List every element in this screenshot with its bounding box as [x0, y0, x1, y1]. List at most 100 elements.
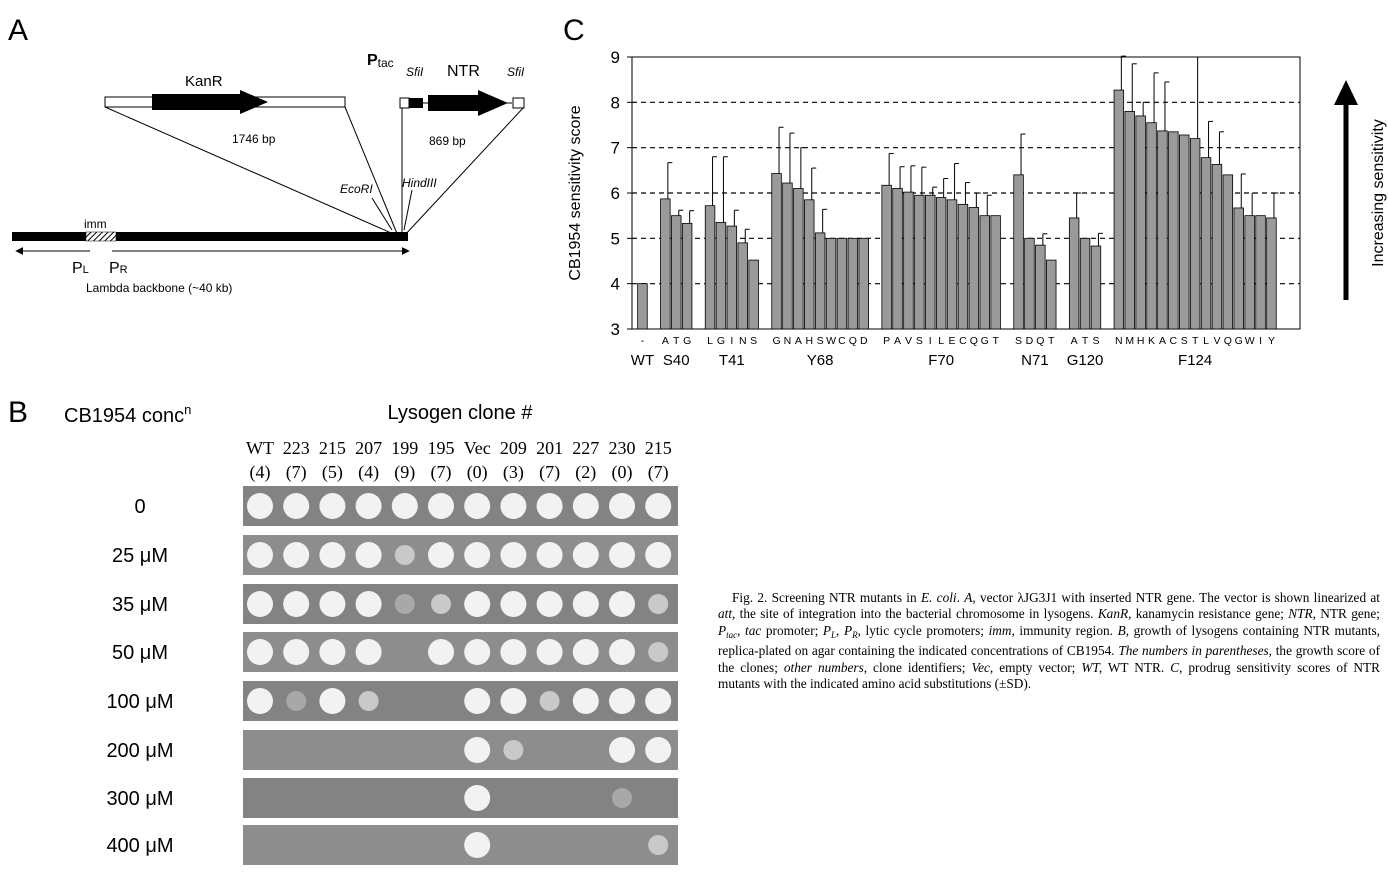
growth-spot: [645, 542, 672, 568]
conc-label: CB1954 concn: [64, 402, 191, 427]
category-label: Q: [970, 335, 978, 347]
category-label: E: [949, 335, 956, 347]
conc-row-label: 100 μM: [106, 691, 173, 713]
category-label: S: [1015, 335, 1022, 347]
caption-run: vector λJG3J1 with inserted NTR gene. Th…: [975, 590, 1380, 605]
bar: [990, 215, 1001, 330]
growth-spot: [283, 591, 310, 617]
growth-spot: [503, 740, 524, 760]
bar: [1189, 138, 1201, 330]
growth-spot: [428, 639, 454, 665]
caption-run: tac: [745, 622, 762, 638]
category-label: N: [1115, 335, 1123, 347]
insert-line: [104, 106, 399, 237]
bar: [782, 182, 793, 330]
bar: [1168, 131, 1179, 330]
bar: [903, 191, 914, 330]
growth-spot: [319, 688, 346, 714]
bar: [1157, 130, 1168, 330]
category-label: L: [1203, 335, 1209, 347]
bar: [1200, 157, 1212, 330]
growth-spot: [645, 493, 672, 519]
caption-run: NTR gene;: [1315, 606, 1380, 622]
growth-spot: [428, 493, 454, 519]
growth-score: (4): [250, 462, 271, 483]
caption-run: Vec,: [971, 659, 994, 675]
bar: [1179, 134, 1190, 330]
category-label: T: [1192, 335, 1199, 347]
bar: [968, 207, 980, 330]
growth-score: (0): [467, 462, 488, 483]
growth-spot: [536, 493, 563, 519]
y-axis-label: CB1954 sensitivity score: [567, 105, 584, 280]
bar: [1255, 215, 1266, 330]
bar: [1035, 244, 1046, 330]
backbone-label: Lambda backbone (~40 kb): [86, 281, 232, 295]
category-label: Q: [1224, 335, 1232, 347]
panel-letter: B: [8, 396, 28, 429]
bar: [671, 215, 682, 330]
ecori-label: EcoRI: [340, 182, 373, 196]
plate-strip: [243, 825, 678, 865]
category-label: Q: [1036, 335, 1044, 347]
category-label: L: [938, 335, 944, 347]
growth-spot: [609, 688, 635, 714]
category-label: V: [1213, 335, 1220, 347]
growth-spot: [247, 493, 273, 519]
category-label: V: [905, 335, 912, 347]
growth-spot: [464, 785, 491, 811]
growth-spot: [609, 737, 635, 763]
plate-strip: [243, 778, 678, 818]
growth-spot: [500, 639, 527, 665]
growth-spot: [355, 542, 382, 568]
category-label: W: [1245, 335, 1255, 347]
growth-score: (7): [539, 462, 560, 483]
category-label: D: [1026, 335, 1034, 347]
caption-run: tac: [726, 629, 738, 640]
plate-strip: [243, 632, 678, 672]
growth-spot: [464, 542, 491, 568]
bar: [858, 237, 869, 330]
caption-run: P: [843, 622, 853, 638]
category-label: K: [1148, 335, 1155, 347]
caption-run: P: [718, 622, 727, 638]
clone-label: 227: [572, 438, 599, 458]
bar: [1135, 115, 1146, 330]
kanr-label: KanR: [185, 73, 223, 90]
bar: [704, 205, 716, 330]
growth-spot: [572, 493, 599, 519]
growth-spot: [648, 642, 669, 662]
growth-spot: [500, 591, 527, 617]
caption-run: WT NTR.: [1102, 659, 1171, 675]
ptac-box: [409, 98, 423, 108]
bar: [660, 198, 671, 330]
growth-spot: [247, 688, 273, 714]
clone-label: 209: [500, 438, 527, 458]
growth-spot: [609, 639, 635, 665]
category-label: A: [662, 335, 669, 347]
ntr-size: 869 bp: [429, 134, 466, 148]
growth-score: (7): [286, 462, 307, 483]
caption-run: A,: [964, 590, 976, 605]
growth-score: (7): [431, 462, 452, 483]
insert-line: [403, 106, 525, 237]
category-label: S: [750, 335, 757, 347]
bar: [1068, 217, 1080, 330]
category-label: N: [739, 335, 747, 347]
growth-spot: [464, 832, 491, 858]
bar: [1024, 237, 1035, 330]
panel-a: A KanR 1746 bp Ptac SfiI NTR SfiI 869 bp…: [8, 14, 525, 295]
growth-spot: [645, 688, 672, 714]
caption-run: empty vector;: [993, 659, 1082, 675]
caption-run: att: [718, 606, 733, 622]
category-label: A: [1071, 335, 1078, 347]
clone-label: Vec: [464, 438, 491, 458]
panel-c: C CB1954 sensitivity score Increasing se…: [563, 14, 1387, 369]
bar: [715, 222, 727, 330]
category-label: S: [916, 335, 923, 347]
y-tick-label: 7: [611, 139, 620, 158]
panel-letter: A: [8, 14, 28, 47]
bar: [771, 173, 782, 330]
sfi-end: [512, 97, 525, 109]
